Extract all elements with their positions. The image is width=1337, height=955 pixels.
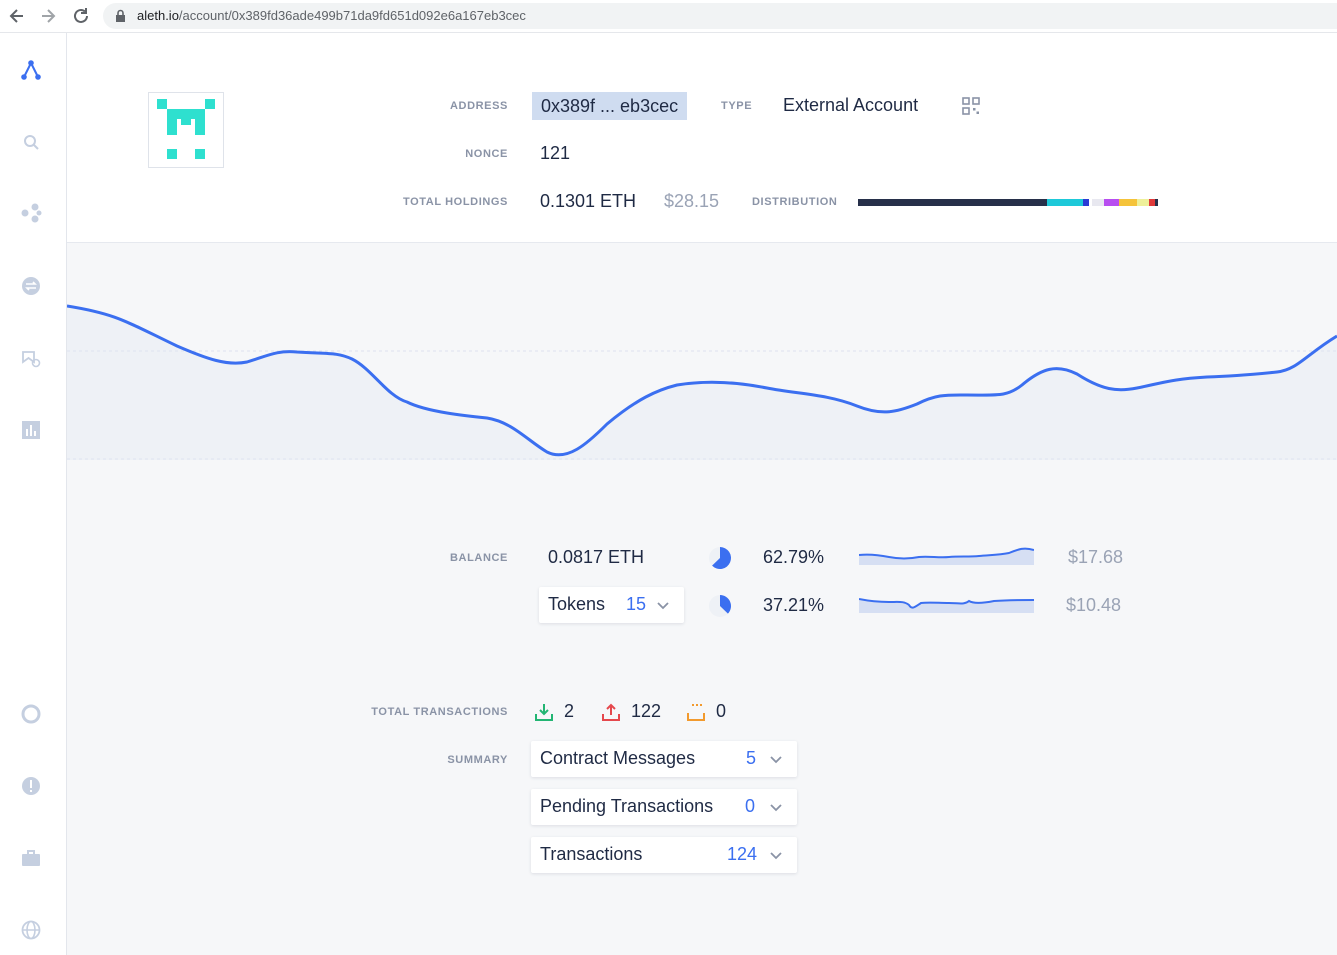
- sidebar: [0, 33, 67, 955]
- address-value[interactable]: 0x389f ... eb3cec: [532, 92, 688, 120]
- balance-usd: $17.68: [1068, 547, 1124, 567]
- address-bar[interactable]: aleth.io/account/0x389fd36ade499b71da9fd…: [103, 3, 1337, 29]
- nonce-label: NONCE: [465, 148, 508, 160]
- aleth-logo-icon[interactable]: [20, 59, 42, 81]
- arrow-left-icon[interactable]: [6, 5, 28, 27]
- tokens-dropdown[interactable]: Tokens 15: [539, 587, 684, 623]
- total-transactions-label: TOTAL TRANSACTIONS: [371, 706, 508, 718]
- distribution-segment[interactable]: [1119, 199, 1137, 206]
- briefcase-icon[interactable]: [20, 847, 42, 869]
- balance-history-chart[interactable]: [67, 244, 1337, 460]
- tokens-sparkline: [859, 598, 1034, 613]
- distribution-segment[interactable]: [1089, 199, 1092, 206]
- balance-percent: 62.79%: [763, 547, 825, 567]
- lifebuoy-icon[interactable]: [20, 703, 42, 725]
- chevron-down-icon: [657, 602, 669, 610]
- balance-eth: 0.0817 ETH: [548, 547, 645, 567]
- main-content: ADDRESS 0x389f ... eb3cec TYPE External …: [67, 33, 1337, 955]
- transactions-dropdown[interactable]: Transactions 124: [531, 837, 797, 873]
- alert-icon[interactable]: [20, 775, 42, 797]
- arrow-right-icon[interactable]: [37, 5, 59, 27]
- tokens-percent: 37.21%: [763, 595, 825, 615]
- pending-count: 0: [716, 701, 727, 721]
- lock-icon: [116, 9, 125, 22]
- pending-transactions-dropdown[interactable]: Pending Transactions 0: [531, 789, 797, 825]
- outgoing-icon: [602, 703, 620, 721]
- chevron-down-icon: [770, 852, 782, 860]
- distribution-segment[interactable]: [1155, 199, 1158, 206]
- balance-line: [67, 304, 1337, 457]
- bar-chart-icon[interactable]: [20, 419, 42, 441]
- distribution-bar[interactable]: [858, 199, 1158, 206]
- tokens-usd: $10.48: [1066, 595, 1122, 615]
- balance-sparkline: [859, 547, 1034, 565]
- tokens-count: 15: [626, 594, 647, 614]
- distribution-segment[interactable]: [1092, 199, 1104, 206]
- tokens-label: Tokens: [548, 594, 606, 614]
- account-identicon: [148, 92, 224, 168]
- pending-transactions-count: 0: [745, 796, 756, 816]
- transactions-label: Transactions: [540, 844, 643, 864]
- chevron-down-icon: [770, 756, 782, 764]
- distribution-segment[interactable]: [1137, 199, 1149, 206]
- incoming-count: 2: [564, 701, 575, 721]
- browser-toolbar: aleth.io/account/0x389fd36ade499b71da9fd…: [0, 0, 1337, 33]
- url-text: aleth.io/account/0x389fd36ade499b71da9fd…: [137, 8, 526, 23]
- balance-share-pie: [709, 547, 731, 569]
- search-icon[interactable]: [20, 131, 42, 153]
- nonce-value: 121: [540, 143, 571, 163]
- type-label: TYPE: [721, 100, 753, 112]
- network-icon[interactable]: [20, 202, 42, 224]
- transactions-count: 124: [727, 844, 758, 864]
- incoming-icon: [535, 704, 553, 721]
- qr-code-icon[interactable]: [962, 97, 980, 115]
- total-holdings-eth: 0.1301 ETH: [540, 191, 637, 211]
- balance-label: BALANCE: [450, 552, 508, 564]
- identicon-image: [157, 99, 215, 159]
- tokens-share-pie: [709, 595, 732, 617]
- distribution-label: DISTRIBUTION: [752, 196, 838, 208]
- summary-label: SUMMARY: [447, 754, 508, 766]
- total-holdings-label: TOTAL HOLDINGS: [403, 196, 508, 208]
- total-holdings-usd: $28.15: [664, 191, 720, 211]
- chevron-down-icon: [770, 804, 782, 812]
- reload-icon[interactable]: [70, 5, 92, 27]
- url-path: /account/0x389fd36ade499b71da9fd651d092e…: [178, 8, 526, 23]
- contract-messages-dropdown[interactable]: Contract Messages 5: [531, 741, 797, 777]
- contract-messages-label: Contract Messages: [540, 748, 696, 768]
- type-value: External Account: [783, 95, 919, 115]
- account-header: ADDRESS 0x389f ... eb3cec TYPE External …: [67, 33, 1337, 243]
- exchange-icon[interactable]: [20, 275, 42, 297]
- distribution-segment[interactable]: [1104, 199, 1119, 206]
- distribution-segment[interactable]: [1149, 199, 1155, 206]
- distribution-segment[interactable]: [1047, 199, 1083, 206]
- url-host: aleth.io: [137, 8, 179, 23]
- pending-transactions-label: Pending Transactions: [540, 796, 714, 816]
- outgoing-count: 122: [631, 701, 662, 721]
- address-label: ADDRESS: [450, 100, 508, 112]
- pending-icon: [687, 704, 705, 721]
- distribution-segment[interactable]: [1083, 199, 1089, 206]
- distribution-segment[interactable]: [858, 199, 1047, 206]
- globe-icon[interactable]: [20, 919, 42, 941]
- bookmark-icon[interactable]: [20, 347, 42, 369]
- contract-messages-count: 5: [746, 748, 757, 768]
